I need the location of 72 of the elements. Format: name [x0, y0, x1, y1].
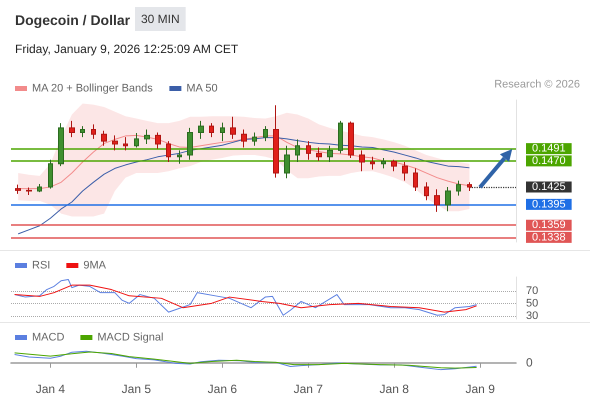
candlestick	[198, 120, 204, 140]
candlestick	[123, 136, 128, 151]
y-tick-label: 0.1425	[532, 180, 566, 193]
y-tick-label: 50	[526, 297, 538, 310]
candlestick	[445, 186, 451, 212]
candlestick	[338, 120, 343, 154]
candlestick	[295, 138, 300, 163]
candlestick	[316, 147, 322, 162]
legend-label: MA 20 + Bollinger Bands	[32, 82, 154, 94]
candlestick	[112, 134, 118, 151]
chart-subtitle: Friday, January 9, 2026 12:25:09 AM CET	[15, 42, 239, 56]
candlestick	[166, 140, 171, 163]
candlestick	[402, 162, 408, 182]
text: 0	[526, 356, 533, 370]
legend-label: MACD Signal	[97, 332, 164, 344]
candlestick	[306, 140, 311, 160]
candlestick	[177, 150, 182, 164]
x-tick-label: Jan 5	[122, 382, 152, 396]
y-tick-label: 30	[526, 310, 538, 322]
candlestick	[230, 116, 236, 140]
candlestick	[144, 129, 150, 145]
candlestick	[101, 130, 107, 146]
x-tick-label: Jan 9	[466, 382, 496, 396]
candlestick	[241, 129, 247, 148]
candlestick	[187, 127, 193, 160]
candlestick	[273, 104, 279, 178]
legend-label: MA 50	[186, 82, 218, 94]
y-tick-label: 0.1470	[532, 154, 566, 167]
candlestick	[58, 122, 64, 167]
y-tick-label: 0.1395	[532, 198, 566, 210]
line-series	[14, 284, 478, 313]
line-series	[14, 279, 478, 316]
candlestick	[15, 184, 21, 194]
x-tick-label: Jan 4	[36, 382, 66, 396]
candlestick	[424, 182, 429, 201]
legend-label: 9MA	[83, 260, 107, 272]
candlestick	[91, 124, 96, 140]
text: 30 MIN	[141, 12, 180, 26]
candlestick	[327, 145, 333, 163]
candlestick	[209, 122, 214, 138]
chart-title: Dogecoin / Dollar	[15, 12, 131, 28]
candlestick	[359, 150, 365, 172]
candlestick	[26, 187, 32, 196]
y-tick-label: 0.1338	[532, 231, 566, 244]
candlestick	[155, 132, 161, 150]
y-tick-label: 0.1491	[532, 142, 566, 155]
legend-label: RSI	[32, 260, 50, 272]
candlestick	[381, 157, 386, 169]
candlestick	[48, 159, 53, 190]
candlestick	[467, 182, 472, 192]
candlestick	[69, 120, 75, 138]
candlestick	[413, 168, 418, 192]
x-tick-label: Jan 7	[294, 382, 324, 396]
candlestick	[284, 145, 290, 179]
candlestick	[434, 188, 440, 212]
candlestick	[370, 156, 375, 170]
y-tick-label: 0.1359	[532, 219, 566, 232]
candlestick	[391, 159, 397, 172]
x-tick-label: Jan 8	[380, 382, 410, 396]
candlestick	[252, 132, 257, 146]
line-series	[18, 137, 470, 234]
candlestick	[348, 120, 354, 158]
candlestick	[220, 122, 225, 142]
candlestick	[37, 184, 42, 193]
candlestick	[456, 180, 461, 196]
candlestick	[263, 126, 268, 142]
y-tick-label: 70	[526, 284, 538, 297]
text: Research © 2026	[494, 78, 580, 90]
x-tick-label: Jan 6	[208, 382, 238, 396]
legend-label: MACD	[32, 332, 64, 344]
candlestick	[80, 126, 85, 138]
candlestick	[134, 132, 139, 148]
